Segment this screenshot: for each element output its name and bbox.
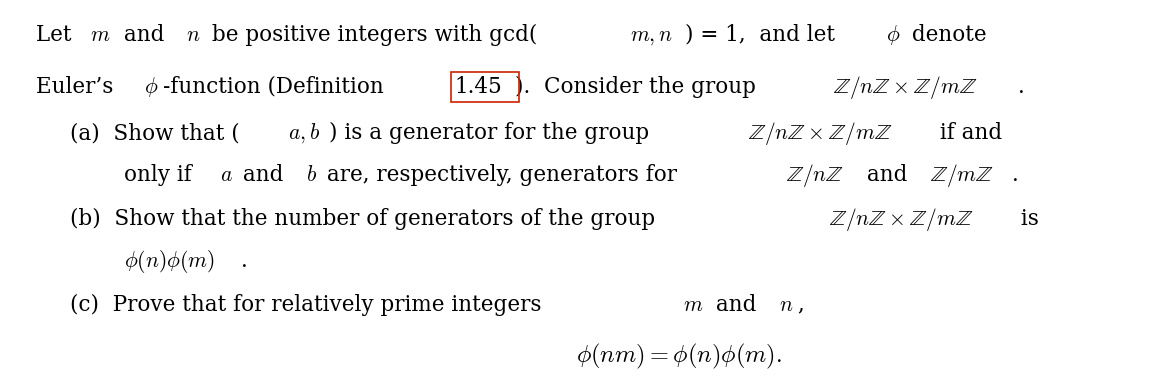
Text: $b$: $b$ bbox=[305, 164, 317, 186]
Text: $m$: $m$ bbox=[91, 24, 111, 46]
Text: $m$: $m$ bbox=[683, 294, 704, 316]
Text: $m, n$: $m, n$ bbox=[630, 25, 673, 47]
Text: and: and bbox=[236, 164, 290, 186]
Text: (c)  Prove that for relatively prime integers: (c) Prove that for relatively prime inte… bbox=[70, 293, 548, 316]
Text: are, respectively, generators for: are, respectively, generators for bbox=[320, 164, 684, 186]
Text: ) is a generator for the group: ) is a generator for the group bbox=[329, 122, 655, 144]
Text: and: and bbox=[861, 164, 915, 186]
Text: $n$: $n$ bbox=[187, 24, 200, 46]
Text: be positive integers with gcd(: be positive integers with gcd( bbox=[205, 23, 537, 46]
Text: $\phi$: $\phi$ bbox=[886, 23, 901, 47]
Text: .: . bbox=[1017, 76, 1024, 98]
Text: and: and bbox=[710, 294, 764, 316]
Text: $\phi(n)\phi(m)$: $\phi(n)\phi(m)$ bbox=[124, 248, 215, 275]
Text: Euler’s: Euler’s bbox=[36, 76, 121, 98]
Text: ) = 1,  and let: ) = 1, and let bbox=[685, 24, 842, 46]
Text: is: is bbox=[1014, 208, 1039, 230]
Text: $\phi$: $\phi$ bbox=[144, 75, 159, 99]
Text: $\mathbb{Z}/m\mathbb{Z}$: $\mathbb{Z}/m\mathbb{Z}$ bbox=[930, 162, 994, 189]
Text: 1.45: 1.45 bbox=[454, 76, 502, 98]
Text: $\mathbb{Z}/n\mathbb{Z}$: $\mathbb{Z}/n\mathbb{Z}$ bbox=[786, 162, 844, 189]
Text: $\mathbb{Z}/n\mathbb{Z} \times \mathbb{Z}/m\mathbb{Z}$: $\mathbb{Z}/n\mathbb{Z} \times \mathbb{Z… bbox=[833, 74, 977, 101]
Text: $a$: $a$ bbox=[220, 164, 233, 186]
Text: (b)  Show that the number of generators of the group: (b) Show that the number of generators o… bbox=[70, 208, 662, 230]
Text: ,: , bbox=[797, 294, 804, 316]
Text: .: . bbox=[241, 250, 248, 272]
Text: $\mathbb{Z}/n\mathbb{Z} \times \mathbb{Z}/m\mathbb{Z}$: $\mathbb{Z}/n\mathbb{Z} \times \mathbb{Z… bbox=[748, 120, 892, 147]
Text: $a, b$: $a, b$ bbox=[288, 122, 320, 146]
Text: Let: Let bbox=[36, 24, 78, 46]
Text: denote: denote bbox=[904, 24, 986, 46]
Text: $\mathbb{Z}/n\mathbb{Z} \times \mathbb{Z}/m\mathbb{Z}$: $\mathbb{Z}/n\mathbb{Z} \times \mathbb{Z… bbox=[828, 206, 973, 233]
Text: (a)  Show that (: (a) Show that ( bbox=[70, 122, 240, 144]
Text: .: . bbox=[1011, 164, 1018, 186]
Text: ).  Consider the group: ). Consider the group bbox=[515, 76, 763, 98]
Text: $n$: $n$ bbox=[779, 294, 794, 316]
Text: and: and bbox=[116, 24, 170, 46]
Text: -function (Definition: -function (Definition bbox=[162, 76, 391, 98]
Text: $\phi(nm) = \phi(n)\phi(m).$: $\phi(nm) = \phi(n)\phi(m).$ bbox=[576, 342, 782, 371]
Text: if and: if and bbox=[933, 122, 1002, 144]
Text: only if: only if bbox=[124, 164, 199, 186]
